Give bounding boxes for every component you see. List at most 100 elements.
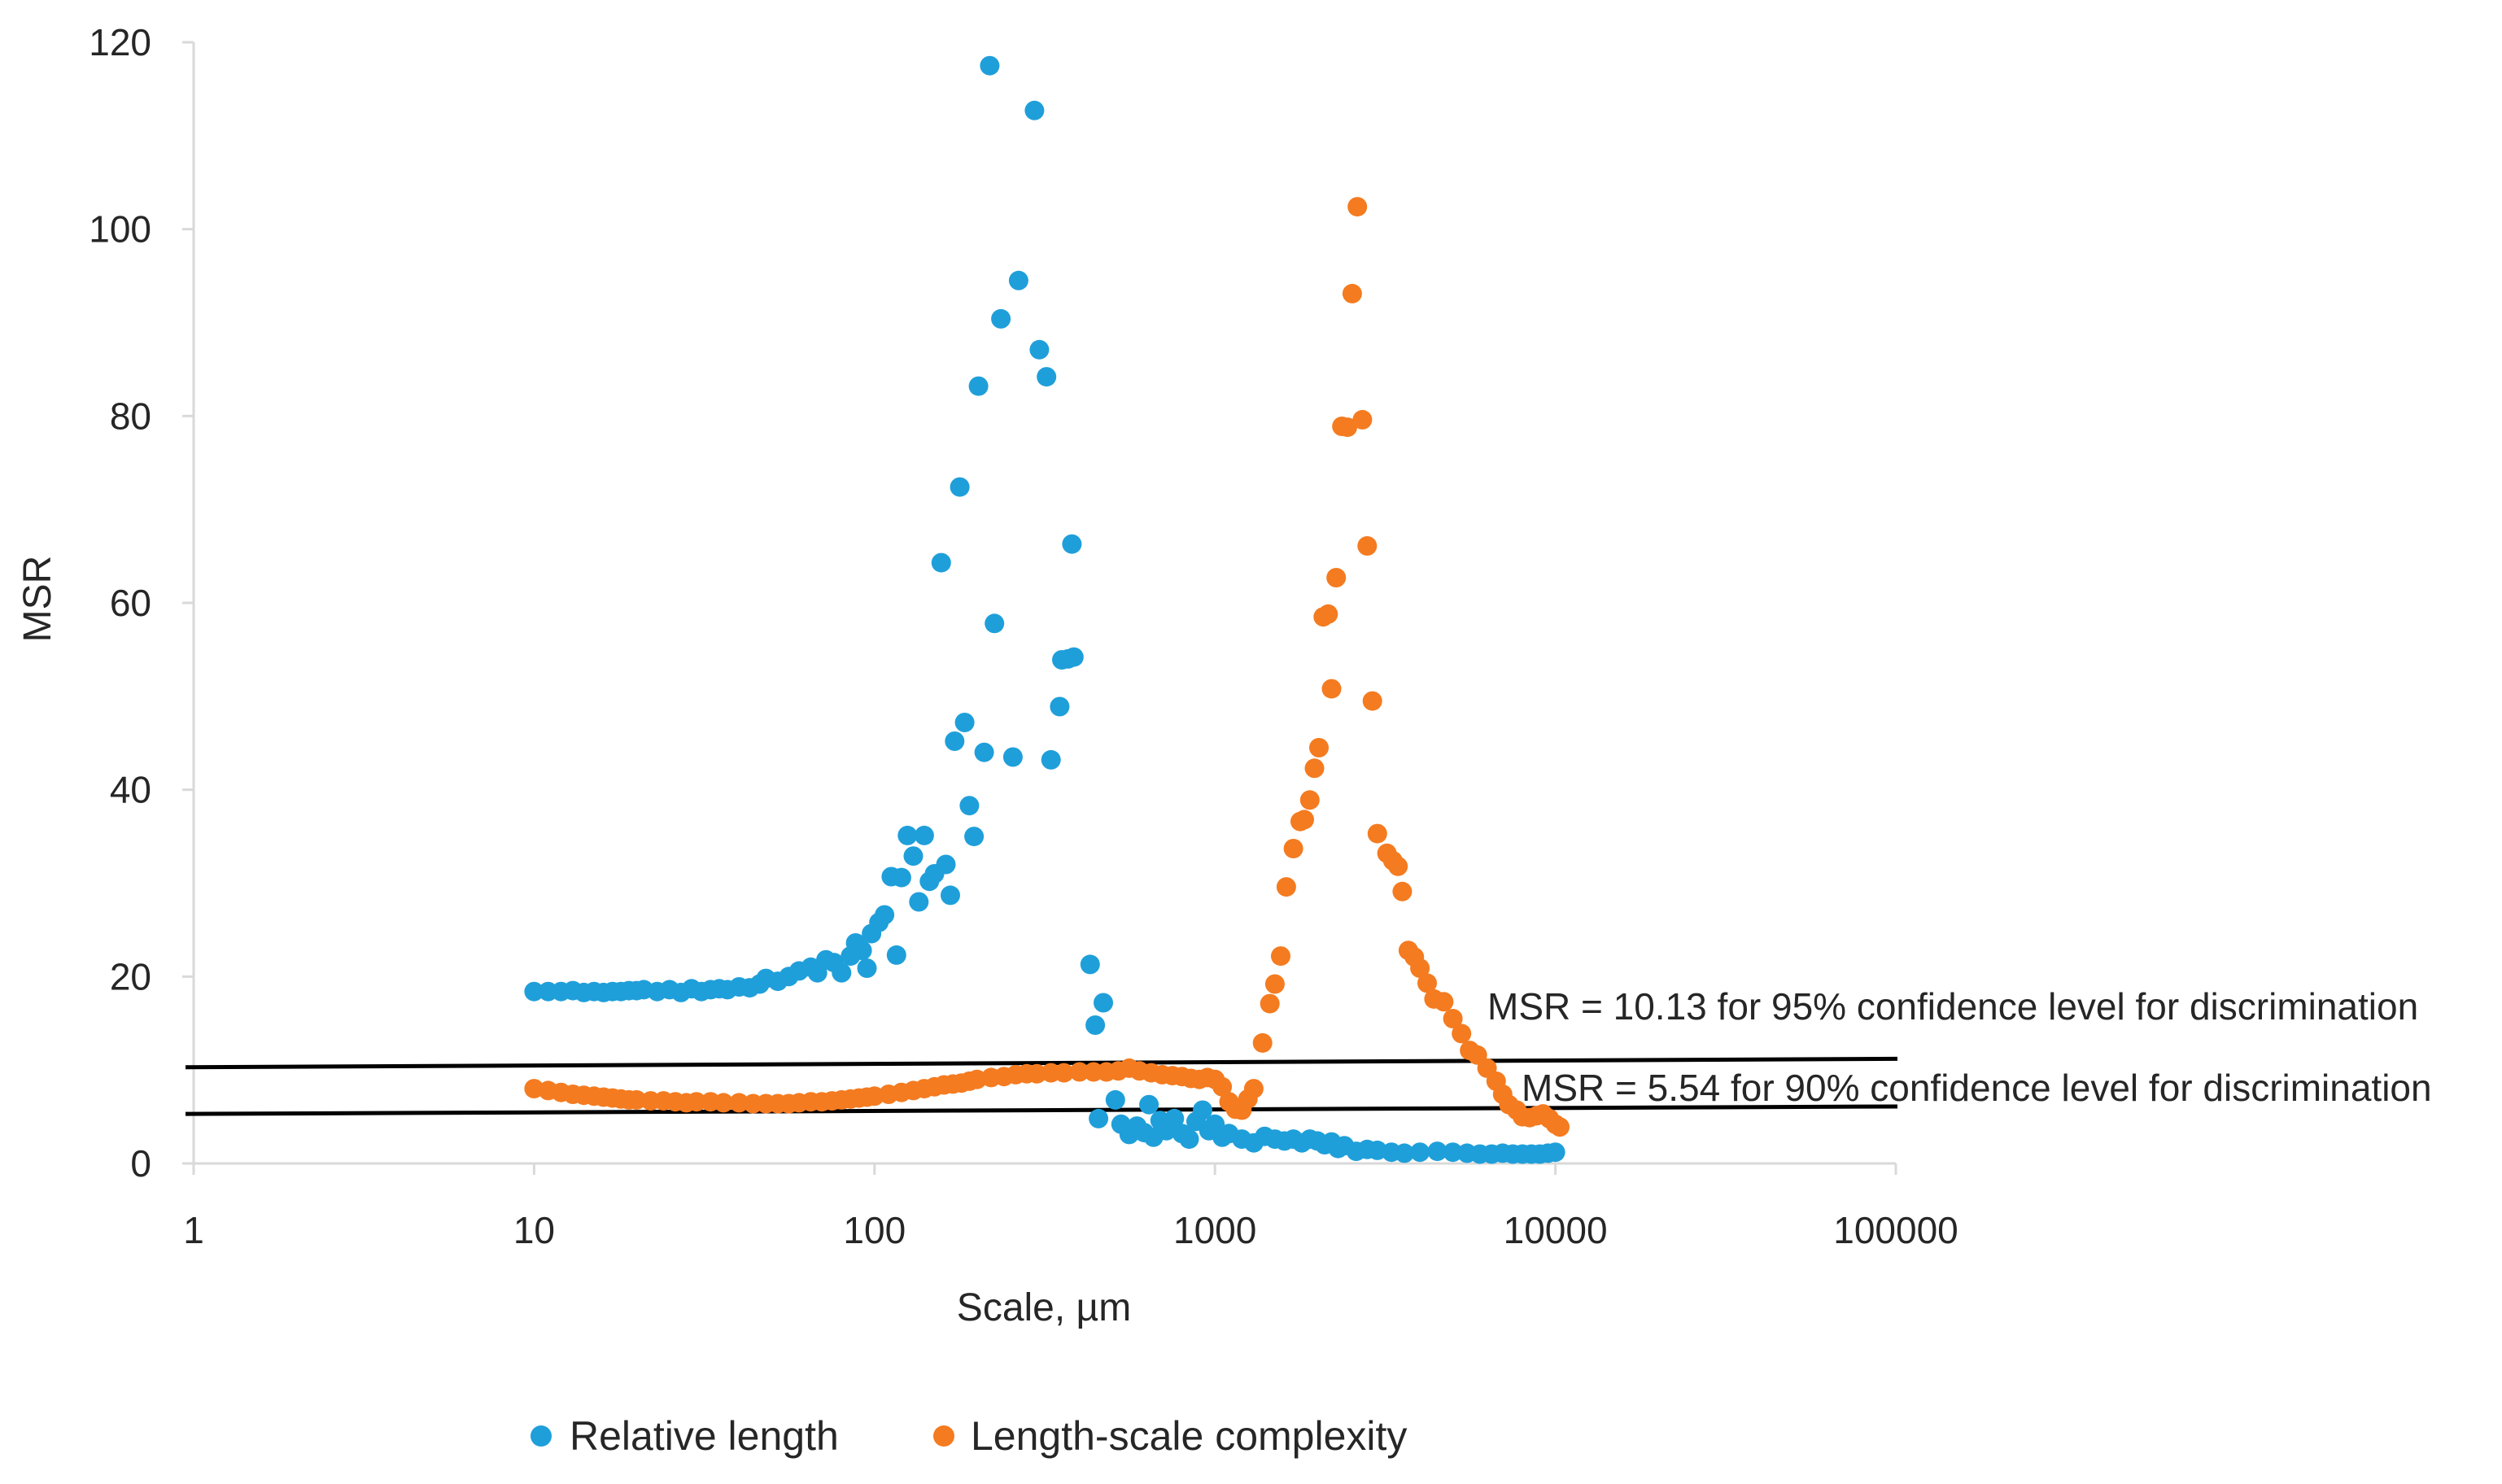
data-point (1295, 810, 1314, 830)
data-point (524, 981, 544, 1002)
reference-line-90 (185, 1104, 1898, 1116)
x-tick-label: 10 (513, 1209, 555, 1251)
y-axis-title: MSR (16, 556, 59, 643)
x-tick-label: 1 (183, 1209, 204, 1251)
data-point (1179, 1129, 1199, 1150)
data-point (1050, 696, 1070, 717)
series-length-scale-complexity (524, 197, 1570, 1137)
data-point (941, 885, 960, 906)
data-point (1193, 1100, 1212, 1120)
data-point (1054, 1063, 1074, 1083)
y-tick-label: 20 (110, 955, 151, 997)
data-point (1443, 1009, 1463, 1028)
data-point (909, 892, 929, 912)
data-point (1395, 1143, 1414, 1163)
data-point (1080, 954, 1100, 975)
data-point (1276, 877, 1296, 897)
data-point (1410, 958, 1430, 978)
data-point (1342, 283, 1362, 303)
data-point (1434, 992, 1454, 1012)
data-point (1243, 1079, 1264, 1099)
data-point (852, 941, 872, 961)
y-tick-labels: 0 20 40 60 80 100 120 (89, 21, 151, 1185)
y-tick-label: 120 (89, 21, 151, 63)
y-tick-label: 0 (130, 1142, 151, 1185)
data-point (974, 742, 994, 762)
legend-item-relative-length: Relative length (531, 1413, 839, 1459)
data-point (1094, 993, 1113, 1013)
annotations-layer: MSR = 10.13 for 95% confidence level for… (1487, 985, 2432, 1109)
data-point (1338, 417, 1357, 438)
data-point (1443, 1142, 1463, 1163)
legend-marker (531, 1425, 552, 1447)
data-point (1299, 790, 1320, 810)
data-point (1264, 974, 1285, 994)
data-point (936, 854, 956, 875)
data-point (1410, 1142, 1430, 1163)
data-point (627, 1089, 647, 1110)
data-point (729, 1093, 749, 1113)
data-point (1062, 534, 1082, 554)
data-point (964, 827, 985, 847)
data-point (1089, 1108, 1109, 1128)
data-point (903, 846, 924, 866)
y-tick-label: 80 (110, 395, 151, 437)
data-point (1417, 973, 1437, 993)
x-tick-labels: 1 10 100 1000 10000 100000 (183, 1209, 1958, 1251)
data-point (1321, 679, 1342, 699)
data-point (1027, 1063, 1047, 1084)
data-point (1309, 738, 1329, 757)
data-point (1008, 270, 1028, 290)
data-point (1252, 1032, 1273, 1053)
data-point (1037, 367, 1057, 387)
y-tick-label: 40 (110, 769, 151, 811)
data-point (1545, 1142, 1565, 1163)
legend-label: Length-scale complexity (971, 1413, 1407, 1459)
data-points-layer (524, 55, 1570, 1164)
data-point (1367, 823, 1387, 844)
data-point (1139, 1094, 1159, 1115)
data-point (1085, 1015, 1106, 1035)
data-point (1002, 747, 1023, 767)
plot-area: MSR = 10.13 for 95% confidence level for… (182, 41, 2432, 1175)
data-point (959, 796, 980, 816)
data-point (1362, 691, 1382, 711)
data-point (1063, 647, 1084, 667)
data-point (931, 552, 951, 573)
x-axis-title: Scale, µm (957, 1286, 1131, 1329)
data-point (950, 477, 970, 497)
data-point (945, 731, 965, 751)
data-point (980, 55, 1000, 76)
reference-line-95 (185, 1056, 1898, 1070)
data-point (1427, 1141, 1447, 1162)
x-tick-label: 1000 (1173, 1209, 1256, 1251)
data-point (875, 905, 895, 925)
x-tick-label: 100000 (1833, 1209, 1958, 1251)
data-point (714, 1093, 734, 1113)
x-tick-label: 100 (843, 1209, 906, 1251)
data-point (1260, 993, 1280, 1014)
data-point (1550, 1117, 1570, 1137)
data-point (985, 613, 1005, 634)
data-point (1105, 1089, 1125, 1110)
data-point (1212, 1076, 1233, 1097)
data-point (1069, 1062, 1089, 1082)
data-point (897, 825, 918, 845)
annotation-line-90: MSR = 5.54 for 90% confidence level for … (1522, 1067, 2432, 1109)
data-point (1347, 197, 1368, 217)
data-point (886, 945, 906, 965)
data-point (954, 713, 975, 732)
data-point (1024, 100, 1045, 120)
legend-label: Relative length (570, 1413, 839, 1459)
data-point (968, 376, 989, 396)
annotation-line-95: MSR = 10.13 for 95% confidence level for… (1487, 985, 2418, 1028)
legend-marker (933, 1425, 954, 1447)
data-point (1283, 839, 1303, 858)
legend: Relative length Length-scale complexity (531, 1413, 1407, 1459)
data-point (1392, 881, 1413, 901)
data-point (832, 962, 852, 983)
data-point (687, 1092, 706, 1112)
data-point (1318, 604, 1338, 624)
reference-lines-layer (185, 1056, 1898, 1116)
